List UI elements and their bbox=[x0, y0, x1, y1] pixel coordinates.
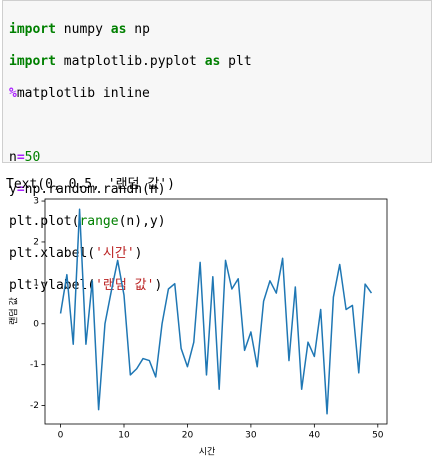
code-token: 50 bbox=[24, 150, 41, 165]
code-token: '시간' bbox=[95, 246, 135, 261]
code-line: n=50 bbox=[9, 150, 425, 166]
y-tick-label: 0 bbox=[33, 319, 39, 329]
x-axis-label: 시간 bbox=[199, 447, 216, 458]
code-token: y bbox=[9, 182, 17, 197]
code-token: import bbox=[9, 22, 56, 37]
y-tick-label: 3 bbox=[33, 197, 39, 207]
code-cell[interactable]: import numpy as np import matplotlib.pyp… bbox=[2, 0, 432, 293]
code-token: plt.plot( bbox=[9, 214, 80, 229]
code-line: %matplotlib inline bbox=[9, 86, 425, 102]
code-line: import matplotlib.pyplot as plt bbox=[9, 54, 425, 70]
plot-frame bbox=[44, 198, 388, 425]
code-token: ) bbox=[134, 246, 143, 261]
y-tick-label: 1 bbox=[33, 278, 39, 288]
code-line: plt.xlabel('시간') bbox=[9, 246, 425, 262]
x-tick-label: 30 bbox=[245, 431, 257, 441]
code-token: range bbox=[79, 214, 119, 229]
code-token: plt.xlabel( bbox=[9, 246, 96, 261]
code-token: import bbox=[9, 54, 56, 69]
code-line bbox=[9, 118, 425, 134]
chart: 시간 랜덤 값 0 10 20 30 40 50 -2 -1 0 1 2 3 bbox=[8, 197, 388, 458]
x-tick-label: 0 bbox=[58, 431, 64, 441]
code-token: = bbox=[16, 150, 25, 165]
y-tick-label: 2 bbox=[33, 237, 39, 247]
code-line: plt.plot(range(n),y) bbox=[9, 214, 425, 230]
code-token: plt.ylabel( bbox=[9, 278, 96, 293]
x-tick-label: 40 bbox=[309, 431, 321, 441]
code-token: plt bbox=[220, 54, 252, 69]
x-tick-label: 50 bbox=[372, 431, 384, 441]
code-token: matplotlib.pyplot bbox=[55, 54, 205, 69]
code-token: '랜덤 값' bbox=[95, 278, 155, 293]
x-tick-label: 10 bbox=[118, 431, 130, 441]
code-token: numpy bbox=[55, 22, 111, 37]
code-line: import numpy as np bbox=[9, 22, 425, 38]
code-token: (n),y) bbox=[118, 214, 166, 229]
y-tick-label: -2 bbox=[30, 401, 39, 411]
x-tick-label: 20 bbox=[182, 431, 194, 441]
code-token: % bbox=[9, 86, 17, 101]
code-token: as bbox=[204, 54, 221, 69]
code-token: np.random.randn(n) bbox=[24, 182, 166, 197]
code-token: as bbox=[110, 22, 127, 37]
code-token: n bbox=[9, 150, 17, 165]
code-line: y=np.random.randn(n) bbox=[9, 182, 425, 198]
code-token: = bbox=[16, 182, 25, 197]
code-token: np bbox=[126, 22, 150, 37]
code-token: ) bbox=[154, 278, 163, 293]
y-axis-label: 랜덤 값 bbox=[8, 297, 20, 325]
output-text: Text(0, 0.5, '랜덤 값') bbox=[6, 177, 175, 192]
y-tick-label: -1 bbox=[30, 360, 39, 370]
line-series bbox=[59, 208, 373, 415]
code-line: plt.ylabel('랜덤 값') bbox=[9, 278, 425, 294]
code-token: matplotlib inline bbox=[16, 86, 150, 101]
